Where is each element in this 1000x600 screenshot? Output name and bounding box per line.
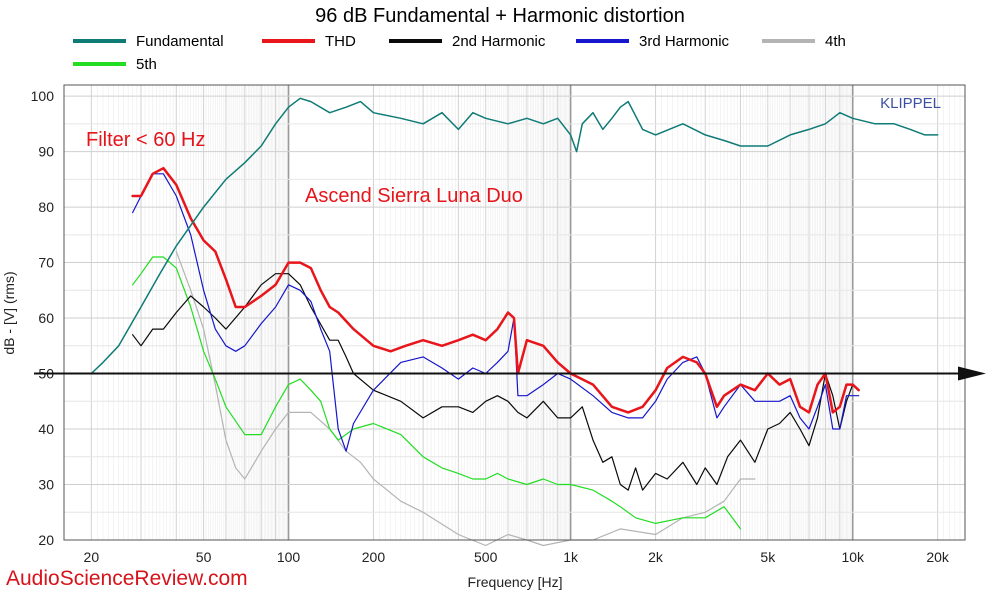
plot-frame	[63, 84, 966, 541]
series-line-5th	[132, 256, 742, 530]
y-axis-label: dB - [V] (rms)	[1, 271, 17, 354]
x-tick-label: 100	[277, 549, 301, 565]
legend-label: 2nd Harmonic	[452, 33, 546, 50]
y-tick-label: 20	[38, 532, 54, 548]
x-tick-label: 5k	[760, 549, 776, 565]
y-tick-label: 80	[38, 199, 54, 215]
series-line-thd	[131, 166, 860, 414]
x-tick-label: 50	[196, 549, 212, 565]
series-group	[90, 97, 939, 547]
series-line-4th	[175, 250, 756, 547]
plot-area	[64, 85, 965, 540]
klippel-brand: KLIPPEL	[880, 95, 941, 112]
y-tick-label: 40	[38, 421, 54, 437]
watermark: AudioScienceReview.com	[6, 567, 248, 590]
y-tick-label: 100	[31, 88, 55, 104]
legend: Fundamental THD 2nd Harmonic 3rd Harmonic 4t…	[73, 33, 846, 73]
y-tick-label: 70	[38, 255, 54, 271]
legend-label: 3rd Harmonic	[639, 33, 730, 50]
reference-arrowhead	[958, 366, 986, 381]
x-axis-ticks: 20 50 100 200 500 1k 2k 5k 10k 20k	[84, 549, 950, 565]
x-tick-label: 20	[84, 549, 100, 565]
grid	[64, 85, 966, 541]
reference-line-50db	[34, 366, 986, 381]
x-tick-label: 20k	[926, 549, 950, 565]
chart-title: 96 dB Fundamental + Harmonic distortion	[315, 5, 685, 27]
y-tick-label: 90	[38, 144, 54, 160]
y-tick-label: 30	[38, 477, 54, 493]
series-line-fundamental	[90, 97, 939, 375]
x-tick-label: 1k	[563, 549, 579, 565]
x-axis-label: Frequency [Hz]	[468, 574, 563, 590]
x-tick-label: 10k	[841, 549, 865, 565]
product-annotation: Ascend Sierra Luna Duo	[305, 185, 523, 207]
legend-label: 5th	[136, 56, 157, 73]
filter-annotation: Filter < 60 Hz	[86, 129, 205, 151]
legend-label: Fundamental	[136, 33, 224, 50]
x-tick-label: 2k	[648, 549, 664, 565]
x-tick-label: 500	[474, 549, 498, 565]
legend-label: 4th	[825, 33, 846, 50]
x-tick-label: 200	[362, 549, 386, 565]
y-tick-label: 60	[38, 310, 54, 326]
series-line-2nd-harmonic	[132, 273, 860, 491]
legend-label: THD	[325, 33, 356, 50]
